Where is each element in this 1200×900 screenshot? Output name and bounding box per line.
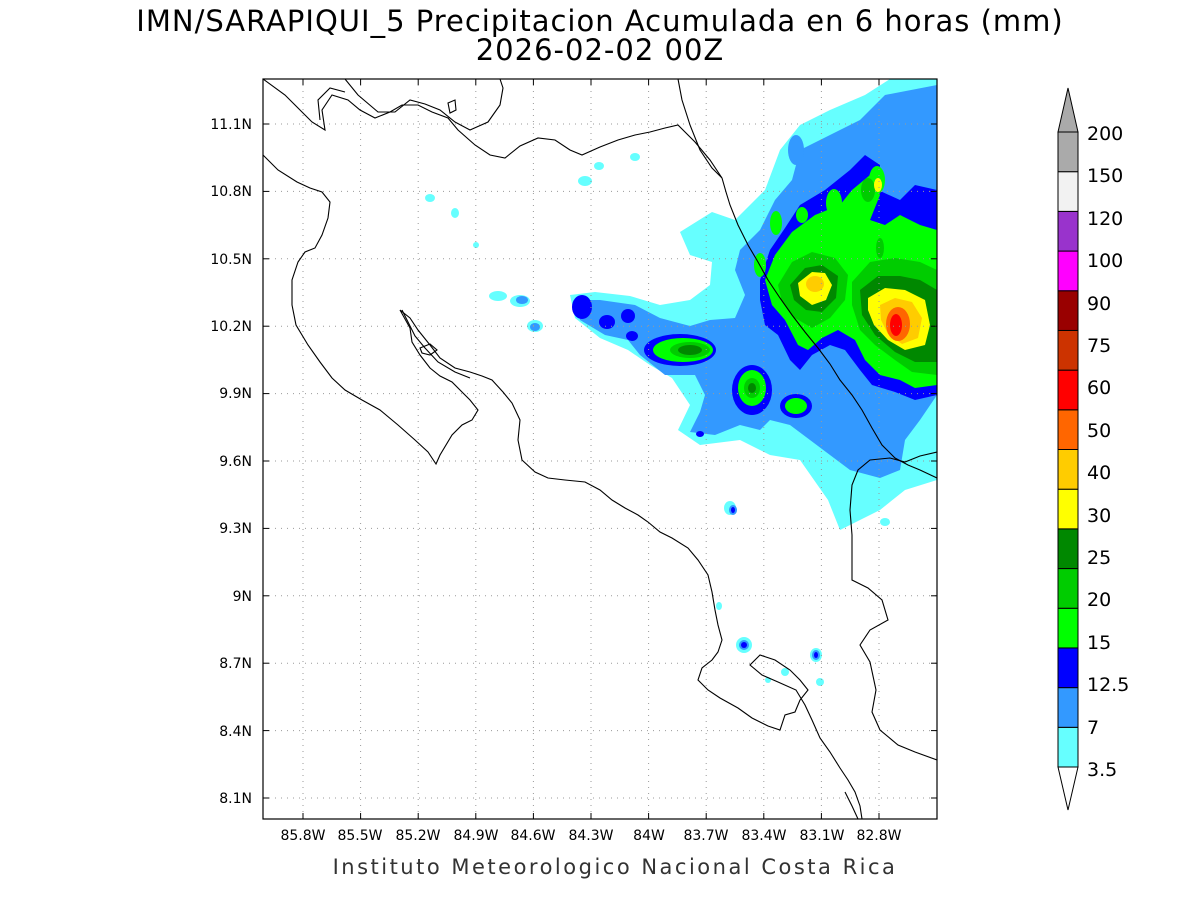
lat-tick-label: 8.1N — [219, 791, 252, 807]
colorbar-label: 150 — [1087, 165, 1123, 187]
lon-tick-label: 83.7W — [683, 828, 728, 844]
colorbar-box — [1057, 210, 1079, 252]
map-subtitle: 2026-02-02 00Z — [475, 33, 725, 67]
colorbar-label: 12.5 — [1087, 674, 1129, 696]
lon-tick-label: 85.2W — [395, 828, 440, 844]
colorbar-min-arrow — [1057, 766, 1079, 811]
lat-tick-label: 9.3N — [219, 521, 252, 537]
axis-ticks — [263, 79, 937, 819]
colorbar-label: 60 — [1087, 377, 1111, 399]
colorbar-box — [1057, 607, 1079, 649]
nicaragua-coast — [317, 87, 346, 121]
colorbar-box — [1057, 449, 1079, 490]
colorbar-label: 30 — [1087, 505, 1111, 527]
colorbar-label: 40 — [1087, 462, 1111, 484]
colorbar-label: 100 — [1087, 250, 1123, 272]
nicaragua-caribbean-coast — [677, 79, 723, 179]
colorbar-box — [1057, 528, 1079, 570]
colorbar-box — [1057, 726, 1079, 768]
lat-tick-label: 8.7N — [219, 656, 252, 672]
lon-tick-label: 82.8W — [856, 828, 901, 844]
lake-island — [447, 99, 457, 114]
colorbar-label: 7 — [1087, 717, 1099, 739]
colorbar-boxes — [1057, 131, 1079, 768]
lat-tick-label: 9.9N — [219, 386, 252, 402]
map-frame — [262, 78, 938, 820]
colorbar-box — [1057, 369, 1079, 411]
colorbar-label: 50 — [1087, 420, 1111, 442]
lon-tick-label: 83.1W — [799, 828, 844, 844]
lon-tick-label: 85.5W — [337, 828, 382, 844]
coastlines-and-borders — [263, 79, 937, 819]
lon-tick-label: 83.4W — [741, 828, 786, 844]
lon-tick-label: 84.3W — [568, 828, 613, 844]
lon-tick-label: 84W — [633, 828, 665, 844]
colorbar-label: 200 — [1087, 123, 1123, 145]
lat-tick-label: 9.6N — [219, 454, 252, 470]
lat-tick-label: 11.1N — [210, 117, 252, 133]
lon-tick-label: 84.9W — [453, 828, 498, 844]
colorbar-label: 15 — [1087, 632, 1111, 654]
colorbar-box — [1057, 250, 1079, 292]
lon-tick-label: 84.6W — [510, 828, 555, 844]
lon-tick-label: 85.8W — [280, 828, 325, 844]
lat-tick-label: 10.8N — [210, 184, 252, 200]
chira-island — [419, 343, 438, 356]
colorbar-box — [1057, 290, 1079, 331]
colorbar-label: 3.5 — [1087, 759, 1117, 781]
colorbar-box — [1057, 171, 1079, 212]
colorbar-box — [1057, 647, 1079, 689]
colorbar-box — [1057, 568, 1079, 609]
panama-border — [849, 451, 937, 761]
colorbar-label: 90 — [1087, 293, 1111, 315]
colorbar-box — [1057, 131, 1079, 173]
lat-tick-labels: 11.1N 10.8N 10.5N 10.2N 9.9N 9.6N 9.3N 9… — [210, 117, 252, 807]
lat-tick-label: 8.4N — [219, 724, 252, 740]
colorbar-label: 120 — [1087, 208, 1123, 230]
colorbar-label: 75 — [1087, 335, 1111, 357]
colorbar-labels: 200 150 120 100 90 75 60 50 40 30 25 20 … — [1087, 123, 1129, 781]
colorbar-label: 20 — [1087, 589, 1111, 611]
colorbar-box — [1057, 687, 1079, 728]
pacific-coastline — [263, 154, 863, 819]
nicoya-inner-coast — [401, 309, 471, 379]
northern-border — [263, 79, 723, 179]
colorbar-box — [1057, 488, 1079, 530]
colorbar-label: 25 — [1087, 547, 1111, 569]
colorbar-box — [1057, 329, 1079, 371]
precip-level-60 — [890, 314, 902, 336]
lat-tick-label: 10.5N — [210, 252, 252, 268]
lake-nicaragua-shore — [344, 79, 504, 131]
credit-line: Instituto Meteorologico Nacional Costa R… — [332, 855, 898, 879]
burica-peninsula — [844, 791, 859, 819]
colorbar-max-arrow — [1057, 87, 1079, 133]
caribbean-coastline — [721, 177, 937, 479]
map-gridlines — [263, 79, 937, 819]
lon-tick-labels: 85.8W 85.5W 85.2W 84.9W 84.6W 84.3W 84W … — [280, 828, 901, 844]
colorbar-box — [1057, 409, 1079, 450]
lat-tick-label: 9N — [233, 589, 252, 605]
lat-tick-label: 10.2N — [210, 319, 252, 335]
map-title: IMN/SARAPIQUI_5 Precipitacion Acumulada … — [136, 4, 1064, 38]
